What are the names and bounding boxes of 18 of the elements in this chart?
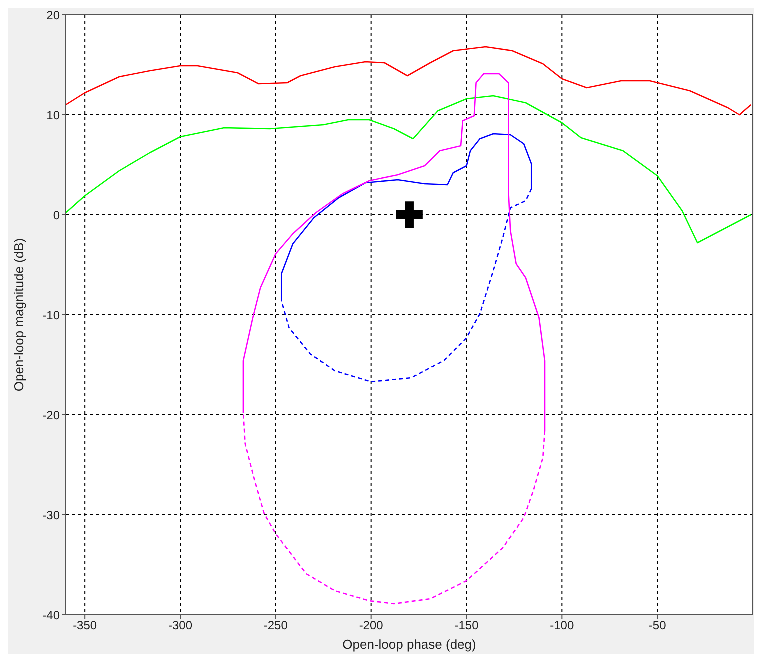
y-tick-label: -30 [42,508,60,522]
x-tick-label: -100 [550,618,574,633]
y-tick-label: -10 [42,308,60,322]
x-tick-label: -50 [648,618,667,633]
x-tick-label: -250 [264,618,288,633]
y-tick-label: 20 [46,8,60,22]
y-tick-label: -40 [42,608,60,622]
x-tick-label: -300 [168,618,193,633]
line-series [66,46,752,116]
y-tick-label: -20 [42,408,60,422]
line-series [66,95,752,244]
y-tick-label: 10 [46,108,60,122]
y-tick-label: 0 [53,208,60,222]
x-tick-label: -150 [454,618,480,633]
x-tick-label: -200 [359,618,384,633]
x-axis-title: Open-loop phase (deg) [342,637,476,652]
x-tick-label: -350 [73,618,98,633]
y-axis-title: Open-loop magnitude (dB) [11,238,26,392]
